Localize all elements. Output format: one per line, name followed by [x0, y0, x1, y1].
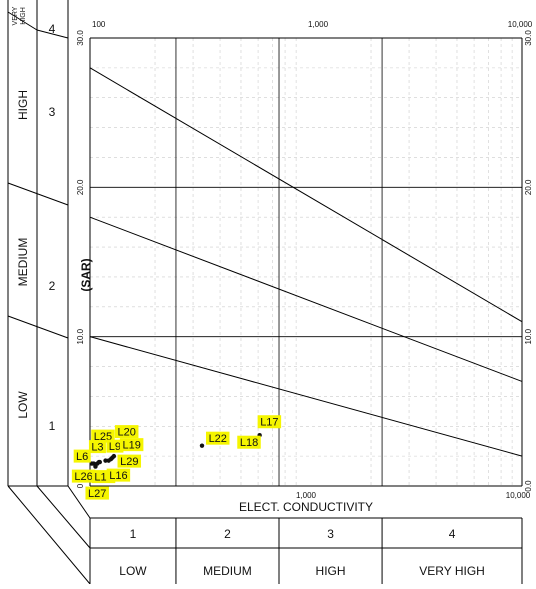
point-label-bg [91, 429, 115, 443]
point-label: L3 [91, 442, 103, 454]
point-label-bg [88, 440, 106, 454]
point-label: L29 [120, 456, 138, 468]
point-label-bg [85, 486, 109, 500]
hazard-line [89, 216, 523, 382]
top-x-tick-label: 1,000 [308, 20, 329, 29]
sodium-class-number: 1 [49, 419, 56, 433]
point-label: L9 [109, 441, 121, 453]
perspective-line [36, 485, 91, 549]
point-label-bg [117, 454, 142, 468]
top-x-tick-label: 10,000 [508, 20, 533, 29]
point-label: L20 [118, 427, 136, 439]
point-label: L16 [109, 470, 127, 482]
sodium-class-label: HIGH [20, 7, 27, 25]
point-label-bg [106, 468, 131, 482]
y-axis-label: (SAR) [79, 258, 93, 291]
point-label: L6 [76, 451, 88, 463]
point-label-bg [114, 425, 139, 439]
data-point [93, 464, 98, 469]
hazard-lines [89, 67, 523, 457]
perspective-line [67, 485, 91, 519]
salinity-class-label: MEDIUM [203, 564, 252, 578]
sodium-class-divider [36, 29, 69, 39]
sodium-class-number: 3 [49, 105, 56, 119]
grid [90, 38, 522, 486]
left-y-tick-label: 10.0 [76, 328, 85, 344]
salinity-class-number: 4 [449, 527, 456, 541]
right-y-tick-label: 0.0 [524, 480, 533, 492]
left-class-frame [7, 0, 69, 487]
data-point [103, 458, 108, 463]
hazard-line [89, 336, 523, 457]
axes [89, 37, 523, 487]
salinity-class-number: 1 [130, 527, 137, 541]
bottom-x-tick-label: 10,000 [506, 491, 531, 500]
right-y-tick-label: 30.0 [524, 30, 533, 46]
right-y-tick-label: 10.0 [524, 328, 533, 344]
point-label: L18 [240, 437, 258, 449]
point-label-bg [119, 438, 144, 452]
salinity-class-number: 2 [224, 527, 231, 541]
point-label-bg [257, 415, 282, 429]
sodium-class-label: LOW [16, 391, 30, 419]
sodium-class-divider [7, 11, 38, 31]
left-y-tick-label: 0 [76, 483, 85, 488]
salinity-class-label: HIGH [316, 564, 346, 578]
point-label-bg [205, 431, 230, 445]
sodium-class-number: 4 [49, 22, 56, 36]
bottom-x-tick-label: 1,000 [296, 491, 317, 500]
point-label: L19 [122, 440, 140, 452]
salinity-classes: 1 LOW 2 MEDIUM 3 HIGH 4 VERY HIGH [7, 485, 523, 585]
point-label: L22 [209, 433, 227, 445]
point-label-bg [73, 449, 91, 463]
hazard-line [89, 67, 523, 323]
left-y-tick-label: 20.0 [76, 179, 85, 195]
data-point [97, 459, 102, 465]
salinity-class-label: VERY HIGH [419, 564, 485, 578]
point-label-bg [106, 439, 124, 453]
salinity-class-label: LOW [119, 564, 147, 578]
sodium-class-label: HIGH [16, 90, 30, 120]
salinity-class-number: 3 [327, 527, 334, 541]
point-label-bg [237, 435, 261, 449]
sodium-class-divider [7, 315, 69, 339]
data-point [199, 443, 205, 448]
top-x-tick-label: 100 [92, 20, 106, 29]
sodium-class-divider [7, 182, 69, 206]
sodium-class-number: 2 [49, 279, 56, 293]
data-point [89, 461, 95, 466]
perspective-line [7, 485, 91, 585]
sodium-class-label: MEDIUM [16, 238, 30, 287]
sodium-class-label: VERY [12, 6, 19, 25]
right-y-tick-label: 20.0 [524, 179, 533, 195]
left-y-tick-label: 30.0 [76, 30, 85, 46]
point-label: L26 [74, 471, 92, 483]
point-label: L17 [260, 417, 278, 429]
data-point [111, 453, 117, 459]
point-label: L27 [88, 488, 106, 500]
data-point [106, 458, 111, 463]
x-axis-label: ELECT. CONDUCTIVITY [239, 500, 373, 514]
point-label-bg [71, 469, 96, 483]
